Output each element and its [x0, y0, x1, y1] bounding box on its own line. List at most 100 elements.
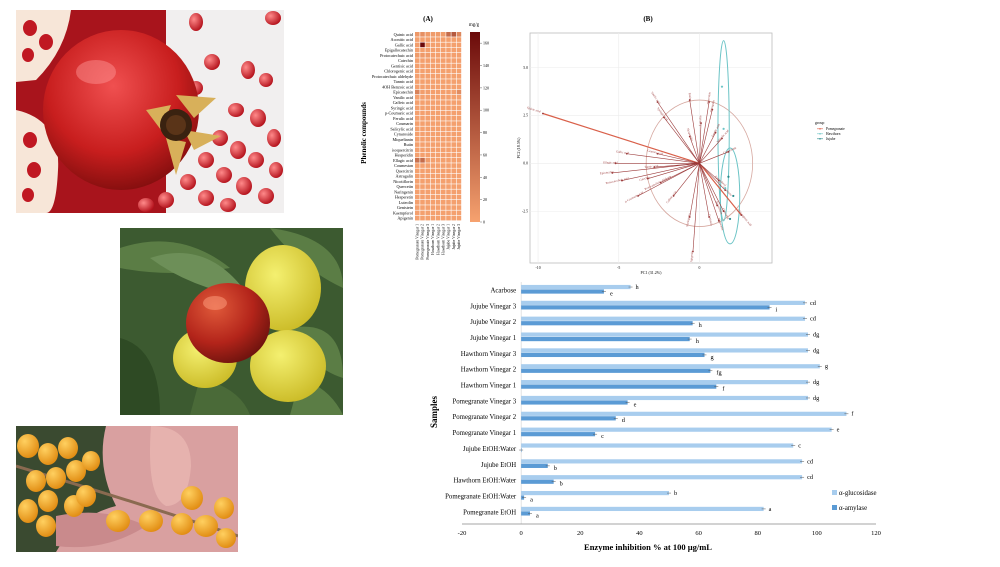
- bar-x-label: Enzyme inhibition % at 100 µg/mL: [584, 542, 712, 552]
- heatmap-cell: [441, 163, 446, 168]
- heatmap-cell: [451, 158, 456, 163]
- glucosidase-bar: [521, 475, 803, 480]
- heatmap-cell: [451, 79, 456, 84]
- heatmap-cell: [420, 105, 425, 111]
- heatmap-cell: [446, 63, 451, 69]
- heatmap-cell: [430, 121, 436, 126]
- heatmap-cell: [430, 158, 436, 163]
- heatmap-cell: [430, 126, 436, 132]
- heatmap-cell: [420, 168, 425, 174]
- heatmap-row-label: Rutin: [404, 142, 414, 147]
- glucosidase-significance-label: c: [798, 442, 801, 449]
- heatmap-row-label: Quercetin: [396, 184, 413, 189]
- heatmap-cell: [420, 215, 425, 221]
- pca-legend-marker: [819, 138, 821, 140]
- pca-loading-arrow: [699, 163, 726, 191]
- heatmap-cell: [435, 116, 441, 121]
- heatmap-panel: (A) mg/g Phenolic compounds Quinic acid A…: [358, 8, 493, 278]
- heatmap-cell: [425, 163, 430, 168]
- heatmap-cell: [456, 84, 462, 90]
- heatmap-cell: [430, 189, 436, 195]
- pca-loading-arrowhead: [625, 152, 628, 155]
- heatmap-cell: [430, 147, 436, 153]
- heatmap-cell: [425, 105, 430, 111]
- heatmap-cell: [456, 210, 462, 216]
- heatmap-cell: [420, 131, 425, 137]
- heatmap-cell: [420, 58, 425, 63]
- heatmap-cell: [420, 47, 425, 53]
- heatmap-cell: [415, 210, 420, 216]
- heatmap-cell: [430, 131, 436, 137]
- pca-loading-label: Gentisic acid: [647, 148, 664, 156]
- heatmap-cell: [446, 95, 451, 100]
- heatmap-row-label: Apigenin: [397, 216, 413, 221]
- heatmap-cell: [415, 121, 420, 126]
- heatmap-cell: [435, 63, 441, 69]
- heatmap-cell: [420, 147, 425, 153]
- heatmap-cell: [435, 210, 441, 216]
- heatmap-cell: [446, 147, 451, 153]
- heatmap-cell: [420, 68, 425, 74]
- amylase-bar: [521, 432, 596, 437]
- pca-y-tick-label: 5.0: [523, 66, 528, 70]
- heatmap-cell: [430, 105, 436, 111]
- pca-loading-arrow: [698, 162, 742, 216]
- pca-loading-arrowhead: [611, 172, 614, 174]
- heatmap-row-label: Hesperidin: [395, 153, 414, 158]
- pca-panel: (B) Quinic acid Chlorogenic acid Gallic ac…: [495, 8, 895, 278]
- pca-loading-arrowhead: [542, 112, 544, 115]
- pca-legend-label: Pomegranate: [826, 127, 845, 131]
- heatmap-cell: [451, 168, 456, 174]
- heatmap-cell: [420, 152, 425, 158]
- pca-loading-arrow: [699, 151, 729, 164]
- heatmap-cell: [456, 116, 462, 121]
- heatmap-cell: [430, 205, 436, 210]
- heatmap-cell: [415, 126, 420, 132]
- heatmap-cell: [435, 168, 441, 174]
- amylase-significance-label: a: [536, 512, 539, 519]
- heatmap-cell: [435, 58, 441, 63]
- heatmap-row-label: Gallic acid: [395, 42, 414, 47]
- heatmap-row-label: Epigallocatechin: [385, 48, 414, 53]
- heatmap-cell: [435, 163, 441, 168]
- heatmap-cell: [430, 194, 436, 200]
- heatmap-cell: [446, 163, 451, 168]
- heatmap-cell: [435, 152, 441, 158]
- heatmap-cell: [451, 53, 456, 58]
- heatmap-cell: [446, 74, 451, 79]
- heatmap-cell: [415, 137, 420, 142]
- pca-loading-label: Genistein: [708, 214, 714, 227]
- pca-loading-arrow: [542, 112, 700, 164]
- heatmap-cell: [446, 100, 451, 105]
- heatmap-cell: [425, 147, 430, 153]
- heatmap-cell: [451, 163, 456, 168]
- glucosidase-bar: [521, 348, 808, 353]
- pca-loading-label: Naringenin: [685, 213, 691, 227]
- amylase-bar: [521, 384, 717, 389]
- heatmap-cell: [425, 200, 430, 205]
- heatmap-cell: [441, 32, 446, 37]
- heatmap-cell: [415, 168, 420, 174]
- heatmap-cell: [420, 95, 425, 100]
- heatmap-cell: [425, 137, 430, 142]
- heatmap-cell: [435, 84, 441, 90]
- heatmap-cell: [441, 68, 446, 74]
- bar-x-tick-label: 0: [520, 530, 523, 537]
- amylase-bar: [521, 305, 770, 310]
- heatmap-cell: [435, 215, 441, 221]
- heatmap-cell: [425, 63, 430, 69]
- heatmap-cell: [451, 110, 456, 116]
- amylase-bar: [521, 352, 705, 358]
- heatmap-cell: [456, 131, 462, 137]
- heatmap-row-label: Epicatechin: [393, 90, 414, 95]
- heatmap-cell: [420, 189, 425, 195]
- pca-loading-arrowhead: [716, 204, 719, 207]
- heatmap-row-label: Ellagic acid: [393, 158, 414, 163]
- pca-loading-label: Hesperetin: [717, 217, 725, 231]
- heatmap-cell: [415, 215, 420, 221]
- heatmap-cell: [415, 205, 420, 210]
- bar-x-tick-label: 120: [871, 530, 881, 537]
- bar-category-label: Jujube Vinegar 2: [470, 319, 517, 326]
- glucosidase-significance-label: f: [851, 411, 854, 418]
